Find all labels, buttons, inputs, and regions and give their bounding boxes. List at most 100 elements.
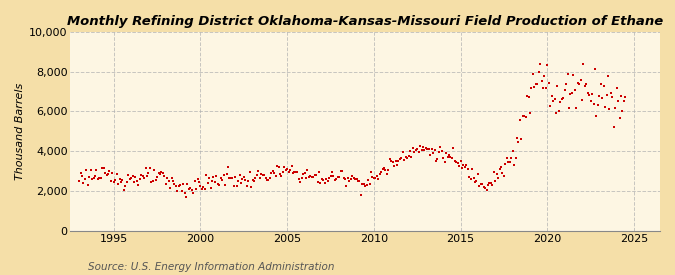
Point [607,94,618,99]
Point [256,172,267,176]
Point [425,152,435,157]
Point [361,183,372,187]
Point [461,163,472,167]
Point [159,174,170,178]
Point [315,181,326,185]
Point [324,176,335,180]
Point [334,174,345,179]
Point [532,81,543,86]
Point [252,173,263,177]
Point [364,182,375,186]
Point [354,178,365,183]
Point [462,167,473,171]
Point [412,147,423,151]
Point [147,179,158,183]
Point [562,72,573,76]
Point [243,179,254,183]
Point [588,101,599,106]
Point [85,168,96,172]
Point [173,184,184,188]
Point [74,179,84,184]
Point [213,182,223,186]
Point [523,95,534,100]
Point [288,171,298,175]
Point [215,175,226,180]
Point [327,170,338,174]
Point [546,94,557,98]
Point [351,177,362,182]
Point [527,72,538,76]
Point [329,178,340,182]
Point [589,67,600,71]
Point [429,147,440,152]
Point [587,92,597,97]
Point [524,110,535,115]
Point [163,178,174,183]
Point [466,167,477,171]
Point [443,153,454,157]
Point [254,176,265,181]
Point [101,173,112,177]
Point [195,184,206,188]
Point [259,172,269,177]
Point [137,174,148,178]
Point [514,117,525,122]
Point [114,176,125,181]
Point [292,170,302,174]
Point [613,98,624,103]
Point [574,81,585,86]
Point [289,170,300,174]
Point [381,172,392,176]
Point [300,175,311,180]
Point [421,146,431,150]
Point [90,174,101,178]
Point [246,185,256,190]
Point [80,177,90,182]
Point [502,156,512,160]
Point [450,158,460,163]
Point [504,160,515,164]
Point [428,151,439,155]
Point [447,156,458,160]
Point [253,169,264,174]
Point [224,176,235,180]
Point [448,145,459,150]
Point [398,150,408,154]
Point [86,177,97,181]
Point [510,156,521,160]
Point [209,180,220,185]
Point [99,166,109,170]
Point [151,178,161,182]
Point [526,86,537,90]
Point [427,147,437,152]
Point [374,172,385,176]
Point [483,182,493,187]
Point [403,154,414,158]
Point [413,150,424,154]
Point [223,165,234,169]
Point [175,183,186,188]
Point [100,170,111,175]
Point [322,179,333,183]
Point [579,84,590,89]
Point [591,114,602,118]
Point [198,185,209,189]
Point [111,172,122,176]
Point [155,172,165,177]
Point [539,74,550,78]
Point [556,97,567,102]
Point [144,166,155,170]
Point [140,166,151,170]
Point [585,99,596,104]
Point [124,177,135,182]
Point [117,178,128,182]
Point [572,81,583,85]
Point [608,125,619,129]
Point [566,90,577,95]
Point [328,174,339,179]
Point [247,178,258,182]
Point [338,176,349,180]
Point [202,180,213,185]
Point [342,176,353,180]
Point [565,92,576,97]
